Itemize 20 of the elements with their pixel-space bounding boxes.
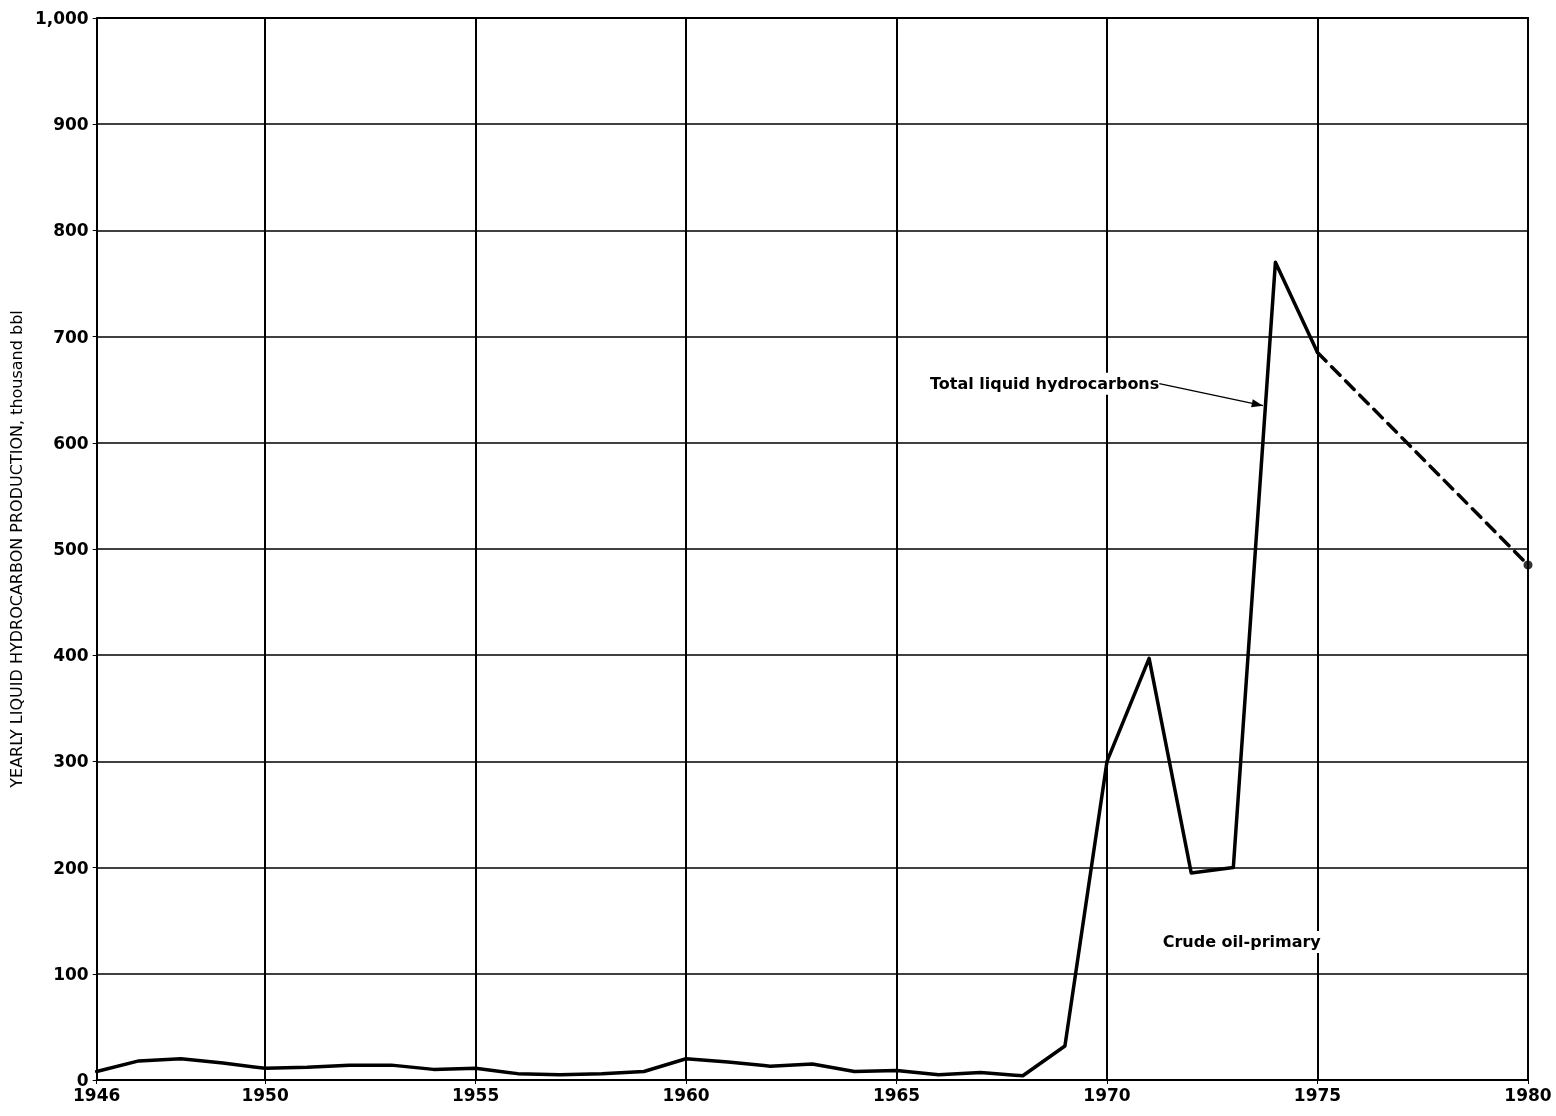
annotation: Total liquid hydrocarbons: [929, 374, 1160, 394]
y-tick-label: 500: [53, 539, 89, 559]
x-tick-label: 1975: [1293, 1084, 1342, 1105]
x-tick-label: 1970: [1083, 1084, 1131, 1105]
y-tick-label: 100: [53, 963, 89, 984]
y-tick-label: 300: [53, 751, 89, 772]
y-tick-label: 600: [53, 432, 89, 453]
x-tick-label: 1955: [451, 1084, 500, 1105]
y-tick-label: 400: [53, 645, 89, 666]
y-axis-title: YEARLY LIQUID HYDROCARBON PRODUCTION, thousand bbl: [6, 310, 26, 789]
x-tick-label: 1950: [241, 1084, 289, 1105]
x-tick-label: 1980: [1504, 1084, 1552, 1105]
y-tick-label: 700: [53, 326, 89, 347]
y-tick-label: 200: [53, 857, 89, 878]
y-tick-label: 800: [53, 220, 89, 241]
y-tick-label: 1,000: [34, 8, 89, 28]
x-tick-label: 1965: [872, 1084, 921, 1105]
x-tick-label: 1960: [662, 1084, 710, 1105]
y-tick-label: 900: [53, 114, 89, 135]
annotation: Crude oil-primary: [1162, 932, 1322, 952]
